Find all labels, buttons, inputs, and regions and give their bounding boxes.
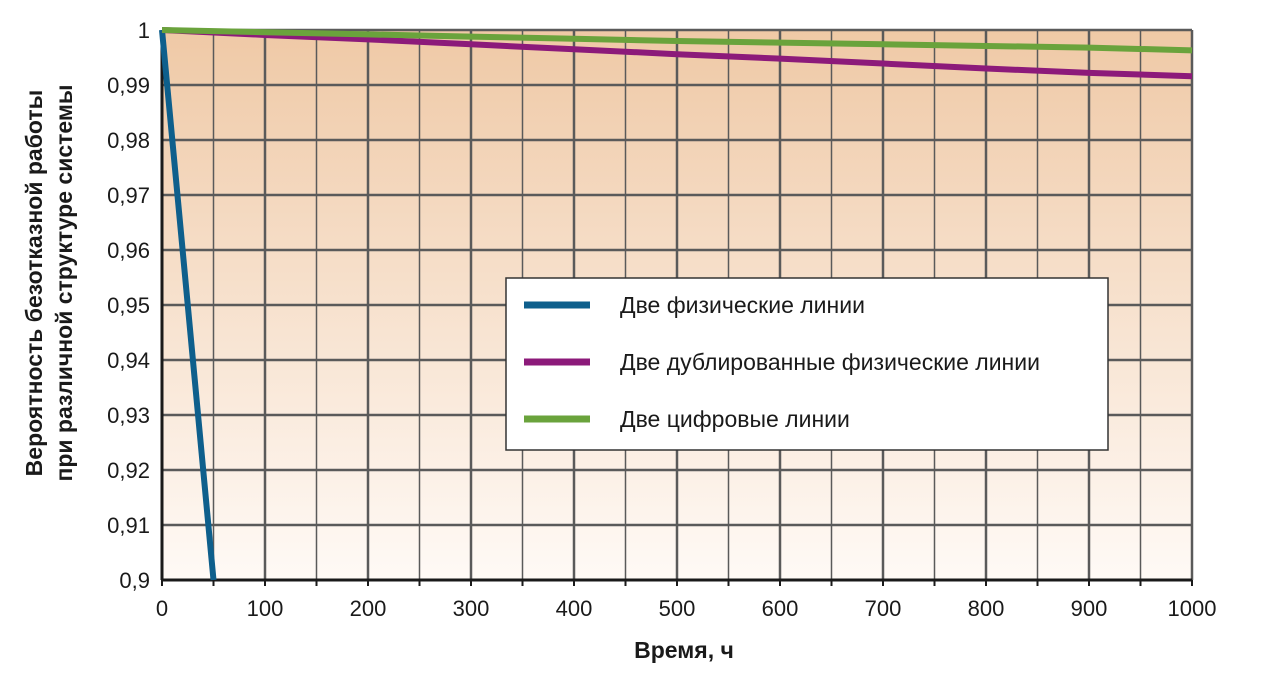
y-tick-label: 0,92 <box>107 458 150 483</box>
legend-box <box>505 277 1109 451</box>
y-tick-label: 0,99 <box>107 73 150 98</box>
x-axis-title: Время, ч <box>634 637 734 663</box>
x-tick-label: 0 <box>156 596 168 621</box>
legend-label-series-3: Две цифровые линии <box>620 406 850 432</box>
legend-label-series-1: Две физические линии <box>620 292 865 318</box>
y-tick-label: 0,9 <box>119 568 150 593</box>
x-tick-label: 600 <box>762 596 799 621</box>
x-tick-label: 100 <box>247 596 284 621</box>
x-tick-label: 500 <box>659 596 696 621</box>
y-axis-title-line2: при различной структуре системы <box>51 84 77 481</box>
series-line-1 <box>159 29 217 581</box>
y-tick-label: 0,98 <box>107 128 150 153</box>
x-tick-label: 1000 <box>1168 596 1217 621</box>
x-tick-label: 200 <box>350 596 387 621</box>
y-tick-label: 0,94 <box>107 348 150 373</box>
series-lines <box>159 27 1193 581</box>
y-axis-title-line1: Вероятность безотказной работы <box>21 90 47 477</box>
y-tick-label: 1 <box>138 18 150 43</box>
x-tick-labels: 0 100 200 300 400 500 600 700 800 900 1000 <box>156 596 1217 621</box>
x-tick-label: 300 <box>453 596 490 621</box>
legend-label-series-2: Две дублированные физические линии <box>620 349 1040 375</box>
x-tick-label: 900 <box>1071 596 1108 621</box>
x-tick-label: 700 <box>865 596 902 621</box>
y-tick-labels: 0,9 0,91 0,92 0,93 0,94 0,95 0,96 0,97 0,98 0,99 1 <box>107 18 150 593</box>
y-tick-label: 0,95 <box>107 293 150 318</box>
x-tick-label: 800 <box>968 596 1005 621</box>
y-tick-label: 0,93 <box>107 403 150 428</box>
legend: Две физические линии Две дублированные ф… <box>505 277 1109 451</box>
series-line-3 <box>161 27 1193 54</box>
x-tick-label: 400 <box>556 596 593 621</box>
y-tick-label: 0,96 <box>107 238 150 263</box>
series-line-2 <box>161 27 1193 80</box>
y-tick-label: 0,91 <box>107 513 150 538</box>
axes <box>160 30 1193 586</box>
y-tick-label: 0,97 <box>107 183 150 208</box>
